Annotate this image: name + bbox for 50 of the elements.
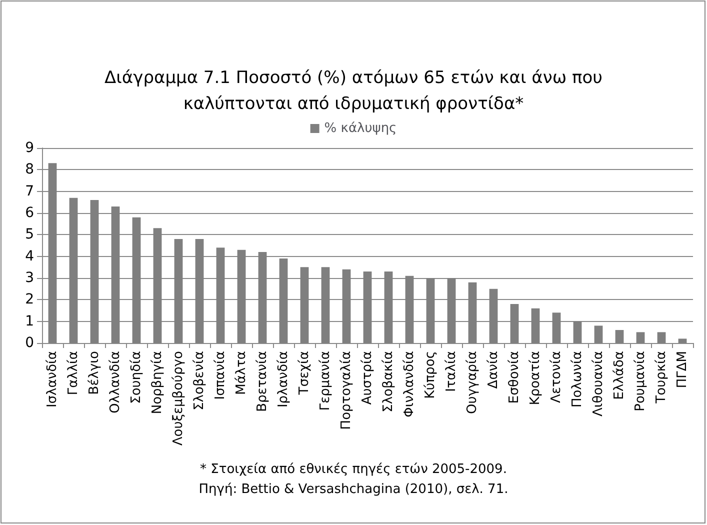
y-tick-label: 9: [25, 140, 34, 156]
x-tick-label: Ιταλία: [444, 351, 459, 392]
x-tick-label: Κύπρος: [423, 351, 438, 399]
text: Πηγή: Bettio & Versashchagina (2010), σελ. 71.: [198, 482, 508, 497]
y-tick-label: 6: [25, 205, 34, 221]
text: * Στοιχεία από εθνικές πηγές ετών 2005-2009.: [200, 462, 507, 477]
y-tick-label: 0: [25, 335, 34, 351]
x-tick-label: Ισπανία: [213, 351, 228, 400]
x-tick-label: Ολλανδία: [108, 351, 123, 414]
y-tick-label: 3: [25, 270, 34, 286]
x-tick-label: Πορτογαλία: [339, 351, 354, 430]
bar: [657, 332, 666, 343]
x-tick-label: Ρουμανία: [633, 351, 648, 412]
y-tick-label: 1: [25, 313, 34, 330]
y-tick-label: 8: [25, 162, 34, 178]
x-tick-label: Σλοβενία: [192, 351, 207, 410]
x-tick-label: Μάλτα: [234, 351, 249, 395]
x-tick-label: Λετονία: [549, 351, 564, 403]
x-tick-label: Βέλγιο: [87, 350, 102, 395]
legend-label: % κάλυψης: [324, 121, 397, 136]
x-tick-label: Πολωνία: [570, 351, 585, 408]
x-tick-label: Λουξεμβούργο: [171, 350, 186, 446]
bar: [636, 332, 645, 343]
bar: [594, 326, 603, 343]
x-tick-label: Νορβηγία: [150, 351, 165, 414]
y-tick-label: 7: [25, 183, 34, 200]
bar: [615, 330, 624, 343]
x-tick-label: ΠΓΔΜ: [675, 351, 690, 388]
x-tick-label: Ισλανδία: [45, 351, 60, 408]
y-tick-label: 5: [25, 226, 34, 243]
x-tick-label: Γαλλία: [66, 351, 81, 396]
x-tick-label: Ελλάδα: [612, 351, 627, 400]
x-tick-label: Φινλανδία: [402, 351, 417, 418]
x-tick-label: Δανία: [486, 351, 501, 389]
x-tick-label: Λιθουανία: [591, 351, 606, 417]
y-tick-label: 4: [25, 248, 34, 264]
x-tick-label: Κροατία: [528, 351, 543, 406]
x-tick-label: Αυστρία: [360, 351, 375, 405]
chart-title: Διάγραμμα 7.1 Ποσοστό (%) ατόμων 65 ετών και άνω που καλύπτονται από ιδρυματική φροντίδα*: [104, 68, 602, 114]
x-tick-label: Γερμανία: [318, 351, 333, 411]
bar: [678, 338, 687, 343]
x-tick-label: Ουγγαρία: [465, 351, 480, 414]
x-tick-label: Σουηδία: [129, 351, 144, 404]
x-tick-label: Βρετανία: [255, 351, 270, 412]
x-tick-label: Τσεχία: [297, 351, 312, 396]
x-tick-label: Ιρλανδία: [276, 351, 291, 408]
x-tick-label: Σλοβακία: [381, 351, 396, 412]
x-tick-label: Τουρκία: [654, 351, 669, 404]
x-tick-label: Εσθονία: [507, 351, 522, 404]
y-tick-label: 2: [25, 292, 34, 308]
